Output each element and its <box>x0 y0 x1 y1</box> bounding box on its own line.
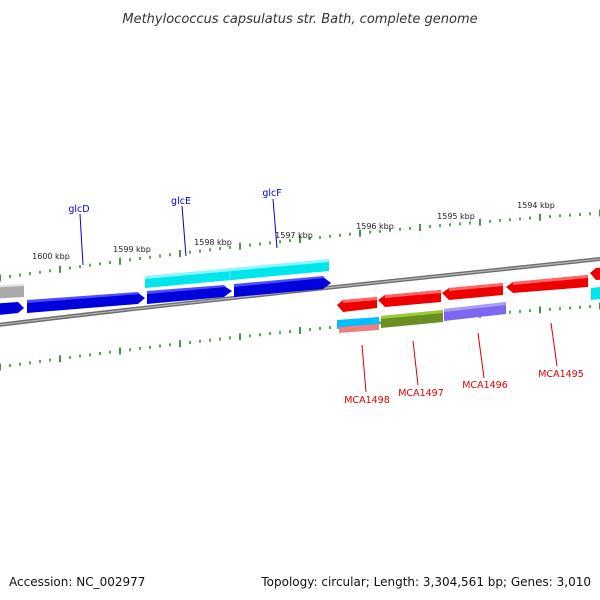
forward-gene-leaders <box>79 198 278 266</box>
kbp-label: 1599 kbp <box>113 245 151 254</box>
gene-label-MCA1498[interactable]: MCA1498 <box>344 395 390 406</box>
gene-arrow-forward[interactable] <box>234 277 331 297</box>
gene-label-glcF[interactable]: glcF <box>262 188 281 199</box>
gray-feature[interactable] <box>0 285 24 299</box>
kbp-label: 1595 kbp <box>437 212 475 221</box>
gene-arrow-reverse[interactable] <box>590 267 600 280</box>
gene-label-MCA1497[interactable]: MCA1497 <box>398 388 444 399</box>
gene-label-MCA1496[interactable]: MCA1496 <box>462 380 508 391</box>
kbp-label: 1596 kbp <box>356 222 394 231</box>
kbp-label: 1594 kbp <box>517 201 555 210</box>
accession-text: Accession: NC_002977 <box>9 575 145 589</box>
map-title: Methylococcus capsulatus str. Bath, comp… <box>122 12 477 27</box>
kbp-label: 1600 kbp <box>32 252 70 261</box>
gene-arrow-forward[interactable] <box>0 302 24 316</box>
reverse-feature-row <box>337 286 600 333</box>
reverse-gene-arrows <box>337 267 600 312</box>
kbp-label: 1598 kbp <box>194 238 232 247</box>
gene-label-glcE[interactable]: glcE <box>171 196 191 207</box>
topology-summary-text: Topology: circular; Length: 3,304,561 bp… <box>260 575 591 589</box>
forward-feature-row <box>0 259 329 299</box>
forward-gene-arrows <box>0 276 331 316</box>
kbp-scale-labels: 1600 kbp 1599 kbp 1598 kbp 1597 kbp 1596… <box>32 201 555 261</box>
cyan-feature[interactable] <box>591 286 600 300</box>
kbp-label: 1597 kbp <box>275 231 313 240</box>
gene-arrow-forward[interactable] <box>27 293 145 313</box>
outer-tick-row <box>0 209 600 282</box>
reverse-gene-leaders <box>361 322 558 393</box>
gene-label-MCA1495[interactable]: MCA1495 <box>538 369 584 380</box>
gene-label-glcD[interactable]: glcD <box>68 204 89 215</box>
glcE-feature[interactable] <box>145 260 329 288</box>
